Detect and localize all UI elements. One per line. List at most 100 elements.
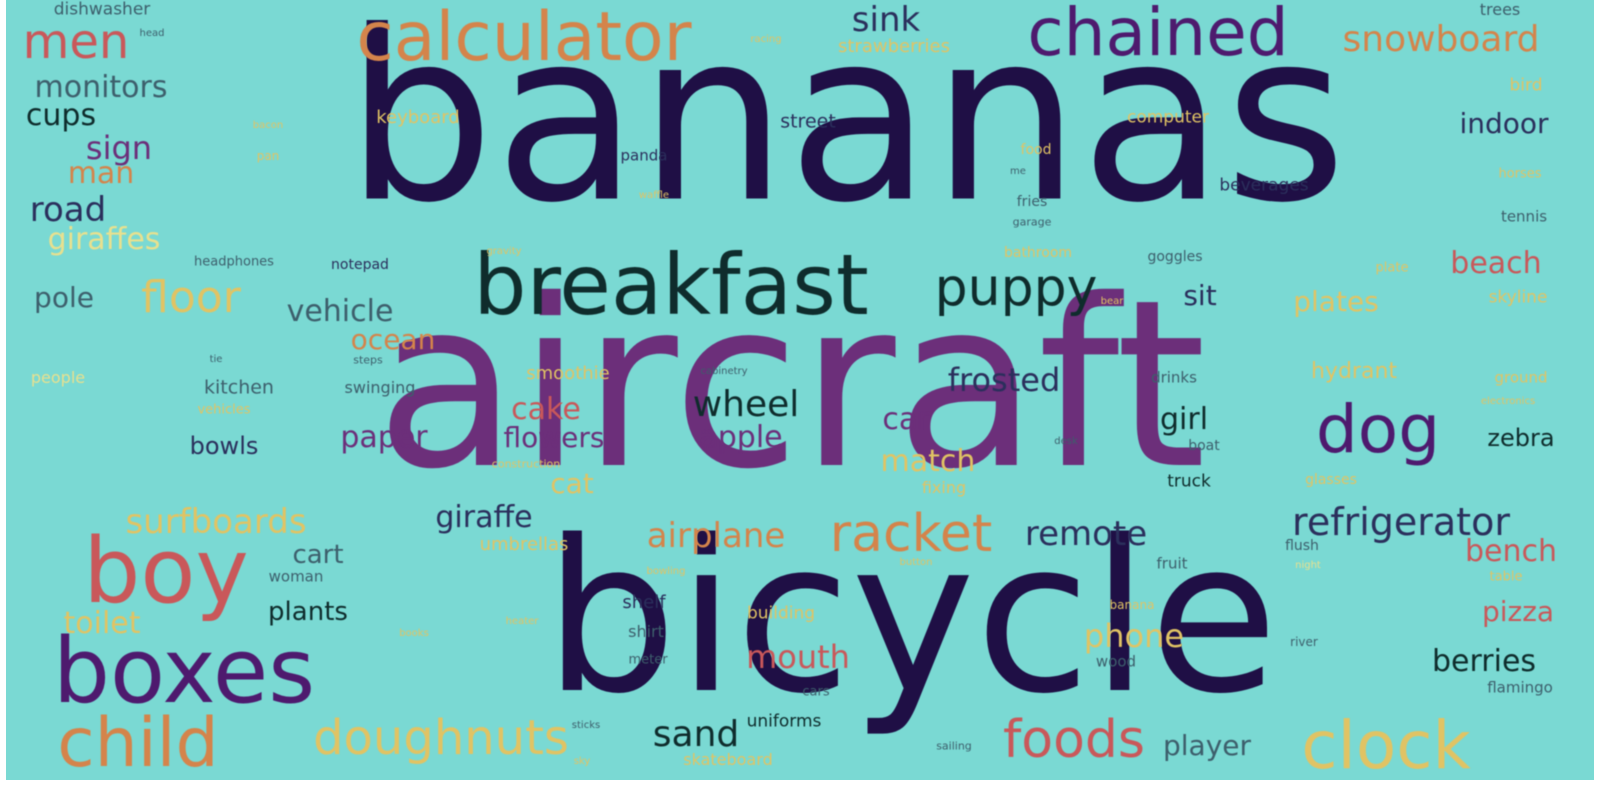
word: pan bbox=[256, 149, 280, 163]
word: beach bbox=[1450, 246, 1542, 281]
word: steps bbox=[353, 353, 383, 367]
word: mouth bbox=[746, 638, 850, 676]
word: waffle bbox=[638, 190, 670, 201]
word: sailing bbox=[936, 739, 972, 753]
word: horses bbox=[1498, 166, 1542, 182]
word: plates bbox=[1293, 285, 1379, 318]
word: flamingo bbox=[1487, 678, 1553, 697]
word: breakfast bbox=[473, 236, 869, 334]
word: plate bbox=[1375, 260, 1409, 276]
word: remote bbox=[1024, 514, 1148, 554]
word: bowls bbox=[189, 432, 259, 460]
word: building bbox=[746, 603, 816, 624]
word: bacon bbox=[252, 120, 284, 131]
word: truck bbox=[1167, 471, 1211, 492]
word: floor bbox=[141, 272, 241, 323]
word: desk bbox=[1054, 436, 1078, 447]
word: construction bbox=[491, 457, 561, 471]
word: vehicles bbox=[197, 402, 251, 418]
word: sink bbox=[851, 0, 921, 40]
word: flowers bbox=[503, 421, 605, 454]
word: toilet bbox=[63, 606, 141, 641]
word: cars bbox=[802, 684, 830, 700]
word: ground bbox=[1494, 368, 1548, 387]
word: doughnuts bbox=[313, 710, 569, 766]
word: racket bbox=[829, 504, 993, 564]
word: cups bbox=[25, 98, 97, 133]
word: panda bbox=[620, 146, 668, 165]
word: head bbox=[139, 28, 165, 39]
word: pole bbox=[34, 281, 94, 314]
word: sit bbox=[1183, 279, 1217, 312]
word: books bbox=[399, 628, 429, 639]
word: car bbox=[882, 402, 930, 437]
word: monitors bbox=[34, 70, 168, 105]
word: sticks bbox=[571, 720, 601, 731]
word: kitchen bbox=[204, 376, 274, 399]
word: phone bbox=[1083, 617, 1185, 655]
word: wheel bbox=[692, 384, 800, 425]
word-cloud: bananas aircraft bicycle breakfast calculato… bbox=[6, 0, 1594, 780]
word: street bbox=[780, 110, 836, 133]
word: bird bbox=[1509, 75, 1543, 96]
word: puppy bbox=[934, 258, 1098, 318]
word: snowboard bbox=[1342, 19, 1540, 60]
word: match bbox=[880, 444, 976, 479]
word: girl bbox=[1159, 402, 1209, 437]
word: sign bbox=[85, 129, 153, 167]
word: banana bbox=[1109, 598, 1155, 612]
word: berries bbox=[1431, 644, 1537, 679]
word: bowling bbox=[646, 566, 686, 577]
word: sky bbox=[573, 756, 591, 767]
word: me bbox=[1010, 166, 1026, 177]
word: woman bbox=[268, 567, 324, 586]
word: calculator bbox=[356, 0, 692, 77]
word: dishwasher bbox=[53, 0, 151, 20]
word: man bbox=[67, 156, 135, 191]
word: notepad bbox=[331, 257, 389, 273]
word: aircraft bbox=[375, 250, 1207, 520]
word: heater bbox=[505, 616, 539, 627]
word: sand bbox=[652, 714, 740, 755]
word: keyboard bbox=[376, 107, 460, 128]
word: goggles bbox=[1147, 249, 1203, 265]
word: umbrellas bbox=[479, 534, 569, 555]
word: cat bbox=[550, 467, 594, 500]
word: swinging bbox=[344, 378, 416, 397]
word: cart bbox=[292, 540, 344, 570]
word: trees bbox=[1479, 0, 1521, 19]
word: boy bbox=[83, 519, 249, 624]
word: shelf bbox=[622, 592, 666, 613]
word: electronics bbox=[1480, 396, 1536, 407]
word: beverages bbox=[1219, 175, 1309, 196]
word: skateboard bbox=[683, 750, 773, 769]
word: table bbox=[1489, 569, 1523, 585]
word: bicycle bbox=[543, 495, 1279, 740]
word: flush bbox=[1285, 538, 1319, 554]
word: pizza bbox=[1481, 595, 1555, 628]
word: frosted bbox=[947, 361, 1061, 399]
word: racing bbox=[750, 34, 782, 45]
word: road bbox=[29, 190, 107, 230]
word: child bbox=[57, 704, 219, 780]
word: river bbox=[1290, 635, 1318, 649]
word: player bbox=[1162, 729, 1252, 762]
word: skyline bbox=[1488, 287, 1548, 308]
word: drinks bbox=[1151, 368, 1197, 387]
word: bench bbox=[1464, 534, 1558, 569]
word: bear bbox=[1100, 296, 1124, 307]
word: bananas bbox=[345, 0, 1347, 255]
word: giraffes bbox=[47, 222, 161, 257]
word: boxes bbox=[52, 619, 316, 724]
word: food bbox=[1020, 142, 1052, 158]
word: vehicle bbox=[286, 294, 394, 329]
word: shirt bbox=[628, 622, 664, 641]
word: giraffe bbox=[435, 500, 533, 535]
word: garage bbox=[1012, 215, 1052, 229]
word: night bbox=[1295, 560, 1321, 571]
word: people bbox=[30, 368, 86, 387]
word: hydrant bbox=[1310, 359, 1398, 384]
word: foods bbox=[1002, 710, 1146, 770]
word: plants bbox=[268, 597, 348, 627]
word: zebra bbox=[1487, 424, 1555, 452]
